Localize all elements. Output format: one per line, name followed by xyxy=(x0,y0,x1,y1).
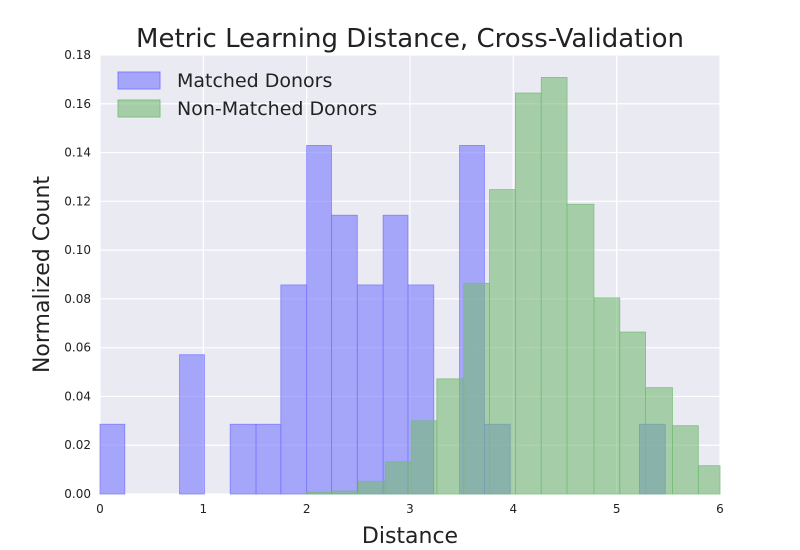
y-tick-label: 0.00 xyxy=(64,487,91,501)
y-axis-label: Normalized Count xyxy=(30,176,55,373)
legend-swatch-non-matched-donors xyxy=(117,99,161,118)
bar-matched-donors xyxy=(382,214,409,495)
bar-matched-donors xyxy=(255,423,282,495)
legend-label-non-matched-donors: Non-Matched Donors xyxy=(177,98,377,120)
x-tick-label: 1 xyxy=(200,502,208,516)
bar-matched-donors xyxy=(331,214,358,495)
x-tick-label: 5 xyxy=(613,502,621,516)
tick-labels: 0 1 2 3 4 5 6 0.00 0.02 0.04 0.06 0.08 0.10 0.12 0.14 0… xyxy=(64,48,724,516)
bar-non-matched-donors xyxy=(332,490,359,495)
y-tick-label: 0.12 xyxy=(64,194,91,208)
x-tick-label: 6 xyxy=(716,502,724,516)
y-tick-label: 0.10 xyxy=(64,243,91,257)
legend-swatch-matched-donors xyxy=(117,71,161,90)
histogram-bars xyxy=(99,77,721,495)
bar-non-matched-donors xyxy=(697,465,721,495)
bar-non-matched-donors xyxy=(619,331,646,495)
y-tick-label: 0.14 xyxy=(64,146,91,160)
bar-non-matched-donors xyxy=(384,461,412,495)
bar-non-matched-donors xyxy=(566,203,595,495)
bar-matched-donors xyxy=(229,423,257,495)
legend: Matched Donors Non-Matched Donors xyxy=(117,70,377,120)
bar-non-matched-donors xyxy=(672,425,699,495)
bar-non-matched-donors xyxy=(463,282,490,495)
series-non-matched-donors xyxy=(306,77,721,495)
x-tick-label: 2 xyxy=(303,502,311,516)
bar-non-matched-donors xyxy=(593,297,621,495)
bar-matched-donors xyxy=(280,284,308,495)
bar-matched-donors xyxy=(179,354,205,495)
bar-non-matched-donors xyxy=(436,378,465,495)
bar-non-matched-donors xyxy=(489,189,516,495)
bar-non-matched-donors xyxy=(645,387,673,495)
y-tick-label: 0.18 xyxy=(64,48,91,62)
bar-non-matched-donors xyxy=(410,420,438,495)
x-tick-label: 4 xyxy=(510,502,518,516)
bar-matched-donors xyxy=(306,145,332,495)
bar-non-matched-donors xyxy=(540,77,568,495)
x-tick-label: 0 xyxy=(96,502,104,516)
bar-non-matched-donors xyxy=(515,92,542,495)
y-tick-label: 0.02 xyxy=(64,438,91,452)
legend-label-matched-donors: Matched Donors xyxy=(177,70,332,92)
bar-matched-donors xyxy=(99,423,126,495)
x-axis-label: Distance xyxy=(362,524,458,549)
bar-non-matched-donors xyxy=(357,480,386,495)
y-tick-label: 0.16 xyxy=(64,97,91,111)
y-tick-label: 0.08 xyxy=(64,292,91,306)
y-tick-label: 0.06 xyxy=(64,341,91,355)
bar-matched-donors xyxy=(356,284,384,495)
bar-non-matched-donors xyxy=(306,491,333,495)
chart-title: Metric Learning Distance, Cross-Validati… xyxy=(136,24,684,54)
y-tick-label: 0.04 xyxy=(64,389,91,403)
x-tick-label: 3 xyxy=(406,502,414,516)
